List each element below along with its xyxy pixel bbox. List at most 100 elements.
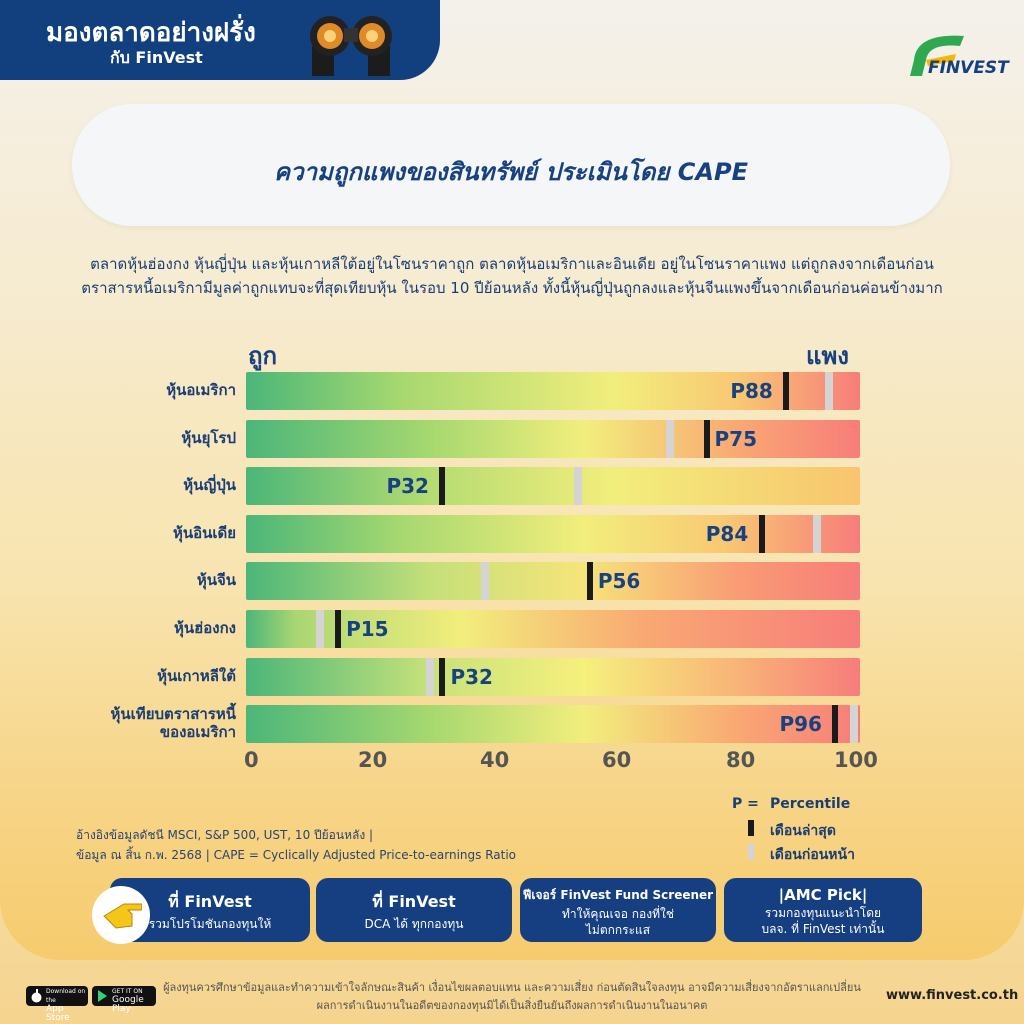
series-title: มองตลาดอย่างฝรั่ง [46,18,256,48]
category-label-line: หุ้นเกาหลีใต้ [157,666,236,685]
category-label: หุ้นญี่ปุ่น [60,476,236,494]
website-link[interactable]: www.finvest.co.th [886,988,1019,1003]
disclaimer-line-2: ผลการดำเนินงานในอดีตของกองทุนมิได้เป็นสิ… [316,999,708,1012]
x-tick: 60 [602,748,632,772]
previous-month-marker [315,610,324,648]
chart-title: ความถูกแพงของสินทรัพย์ ประเมินโดย CAPE [274,158,748,186]
cta-subtitle: รวมโปรโมชันกองทุนให้ [148,917,272,931]
category-label-line: หุ้นอินเดีย [172,523,236,542]
cta-title: |AMC Pick| [778,886,868,904]
x-tick: 80 [726,748,756,772]
current-month-marker [439,467,446,506]
category-label: หุ้นอินเดีย [60,524,236,542]
current-month-marker [758,514,765,553]
pointing-hand-icon [103,903,142,929]
description-line-1: ตลาดหุ้นฮ่องกง หุ้นญี่ปุ่น และหุ้นเกาหลี… [90,255,934,273]
x-tick: 0 [244,748,259,772]
category-label-line: หุ้นฮ่องกง [173,619,236,637]
finvest-logo-text: FINVEST [928,58,1009,78]
cta-subtitle-2: ไม่ตกกระแส [585,923,651,937]
chart-bar [246,467,860,506]
percentile-label: P75 [714,426,758,451]
previous-month-marker [849,705,858,744]
percentile-label: P32 [386,474,429,499]
chart-bar [246,419,860,458]
legend-previous-marker [748,844,754,860]
percentile-label: P84 [705,521,749,546]
chart-bar [246,705,860,744]
chart-bar [246,562,860,601]
current-month-marker [783,372,790,410]
description-line-2: ตราสารหนี้อเมริกามีมูลค่าถูกแทบจะที่สุดเ… [81,279,943,297]
percentile-label: P96 [779,712,822,737]
cta-fund-screener-button[interactable]: ฟีเจอร์ FinVest Fund Screener ทำให้คุณเจ… [520,878,716,942]
app-store-line-1: Download on the [46,988,86,1004]
percentile-label: P56 [597,569,641,594]
chart-bar [246,372,860,410]
category-label: หุ้นเกาหลีใต้ [60,667,236,685]
google-play-line-2: Google Play [112,995,144,1014]
binoculars-icon [310,16,392,76]
category-label: หุ้นเทียบตราสารหนี้ ของอเมริกา [60,705,236,741]
play-icon [98,990,107,1002]
previous-month-marker [573,467,582,506]
x-tick: 40 [480,748,510,772]
current-month-marker [832,705,839,744]
percentile-label: P15 [346,617,389,641]
category-label-line: หุ้นยุโรป [181,428,236,447]
legend-previous-label: เดือนก่อนหน้า [770,847,855,863]
cta-subtitle-2: บลจ. ที่ FinVest เท่านั้น [761,922,885,936]
series-subtitle: กับ FinVest [110,48,203,67]
category-label: หุ้นฮ่องกง [60,619,236,637]
legend-current-label: เดือนล่าสุด [770,823,836,839]
cta-title: ที่ FinVest [372,892,456,911]
category-label-line: หุ้นอเมริกา [166,381,236,399]
legend-p-key: P = [732,796,759,812]
cheap-label: ถูก [248,342,278,370]
category-label-line: หุ้นเทียบตราสารหนี้ [110,705,236,724]
current-month-marker [703,419,710,458]
percentile-label: P88 [730,379,773,403]
current-month-marker [586,562,593,601]
title-pill [72,104,950,226]
date-note: ข้อมูล ณ สิ้น ก.พ. 2568 | CAPE = Cyclica… [76,848,517,862]
previous-month-marker [665,419,674,458]
current-month-marker [335,610,342,648]
category-label-line: หุ้นญี่ปุ่น [183,476,236,495]
previous-month-marker [813,514,822,553]
previous-month-marker [825,372,834,410]
chart-bar [246,610,860,648]
x-tick: 100 [834,748,878,772]
google-play-line-1: GET IT ON [112,988,143,995]
finvest-logo [910,35,964,76]
previous-month-marker [481,562,490,601]
category-label: หุ้นจีน [60,571,236,589]
google-play-badge[interactable]: GET IT ON Google Play [92,986,156,1014]
category-label: หุ้นยุโรป [60,429,236,447]
legend-current-marker [748,820,754,836]
category-label: หุ้นอเมริกา [60,381,236,399]
source-note: อ้างอิงข้อมูลดัชนี MSCI, S&P 500, UST, 1… [76,828,374,842]
cta-subtitle: รวมกองทุนแนะนำโดย [764,906,882,920]
expensive-label: แพง [806,342,850,370]
app-store-badge[interactable]: Download on the App Store [26,986,88,1023]
disclaimer-line-1: ผู้ลงทุนควรศึกษาข้อมูลและทำความเข้าใจลัก… [163,981,861,994]
x-tick: 20 [358,748,388,772]
percentile-label: P32 [450,664,493,689]
chart-bar [246,514,860,553]
cta-subtitle: ทำให้คุณเจอ กองที่ใช่ [562,907,674,921]
chart-bar [246,657,860,696]
apple-icon [31,989,42,1003]
cta-subtitle: DCA ได้ ทุกกองทุน [364,917,464,931]
legend-p-value: Percentile [770,796,851,812]
app-store-line-2: App Store [46,1004,70,1023]
category-label-line: หุ้นจีน [196,571,236,590]
cta-amc-pick-button[interactable]: |AMC Pick| รวมกองทุนแนะนำโดย บลจ. ที่ Fi… [724,878,922,942]
current-month-marker [439,657,446,696]
cta-dca-button[interactable]: ที่ FinVest DCA ได้ ทุกกองทุน [316,878,512,942]
category-label-line: ของอเมริกา [159,723,236,742]
series-banner: มองตลาดอย่างฝรั่ง กับ FinVest [0,0,440,80]
previous-month-marker [426,657,435,696]
cta-title: ฟีเจอร์ FinVest Fund Screener [522,888,714,902]
cta-title: ที่ FinVest [168,892,252,911]
